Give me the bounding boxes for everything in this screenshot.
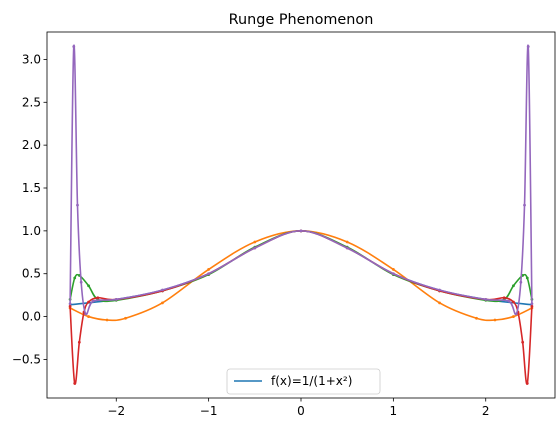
series-1-point [345, 240, 349, 244]
y-tick-label: 2.0 [22, 138, 41, 152]
series-4-point [526, 45, 530, 48]
series-4-point [253, 246, 257, 250]
series-1-point [161, 301, 164, 305]
y-tick-label: 0.0 [22, 310, 41, 324]
series-2-point [525, 276, 529, 280]
series-4-point [391, 272, 395, 276]
series-layer [68, 44, 534, 385]
series-1-point [253, 240, 257, 244]
series-4-point [507, 299, 511, 303]
y-tick-label: 1.5 [22, 181, 41, 195]
series-1-point [105, 318, 109, 322]
series-4-point [519, 280, 523, 284]
series-2-point [87, 284, 90, 288]
series-1-point [87, 315, 90, 318]
x-tick-label: 2 [482, 404, 490, 418]
series-4-point [299, 229, 303, 233]
series-3-point [525, 382, 529, 385]
series-4-point [79, 280, 83, 284]
series-1-point [391, 268, 395, 271]
y-tick-label: 0.5 [22, 267, 41, 281]
y-tick-label: −0.5 [12, 352, 41, 366]
series-4-point [438, 288, 441, 292]
series-4-point [345, 246, 349, 250]
series-4-point [161, 288, 164, 292]
series-3-point [68, 304, 72, 308]
series-4-point [72, 45, 76, 48]
chart-title: Runge Phenomenon [229, 12, 374, 28]
series-1-point [124, 316, 127, 320]
legend-label-f: f(x)=1/(1+x²) [271, 374, 352, 388]
series-1-point [512, 315, 515, 318]
series-2-point [512, 284, 515, 288]
series-4-point [91, 299, 95, 303]
series-4-point [68, 302, 72, 306]
series-4-point [114, 298, 118, 301]
series-1-point [475, 316, 478, 320]
series-4-point [207, 272, 211, 276]
x-tick-label: 1 [390, 404, 398, 418]
series-4-point [76, 203, 79, 207]
series-4-point [484, 298, 488, 301]
x-tick-label: −1 [200, 404, 218, 418]
axis-layer: −2 −1 0 1 2 −0.5 0.0 0.5 1.0 1.5 2.0 2.5 3.0 [12, 52, 490, 418]
legend: f(x)=1/(1+x²) [226, 368, 381, 395]
series-3-point [87, 300, 90, 304]
legend-box [226, 368, 381, 395]
series-3-point [502, 296, 506, 300]
series-3-point [96, 296, 100, 300]
series-4-point [84, 312, 88, 316]
y-tick-label: 3.0 [22, 52, 41, 66]
series-3-point [530, 304, 534, 308]
series-4-point [514, 312, 518, 316]
series-3-point [512, 300, 515, 304]
series-3-point [73, 382, 77, 385]
x-tick-label: 0 [297, 404, 305, 418]
series-1-point [438, 301, 441, 305]
series-4-point [523, 203, 526, 207]
series-4-point [530, 302, 534, 306]
x-tick-label: −2 [107, 404, 125, 418]
y-tick-label: 2.5 [22, 95, 41, 109]
series-1-point [207, 268, 211, 271]
series-2-point [73, 276, 77, 280]
series-3-point [77, 340, 81, 344]
y-tick-label: 1.0 [22, 224, 41, 238]
series-3-point [521, 340, 525, 344]
series-1-point [493, 318, 497, 322]
